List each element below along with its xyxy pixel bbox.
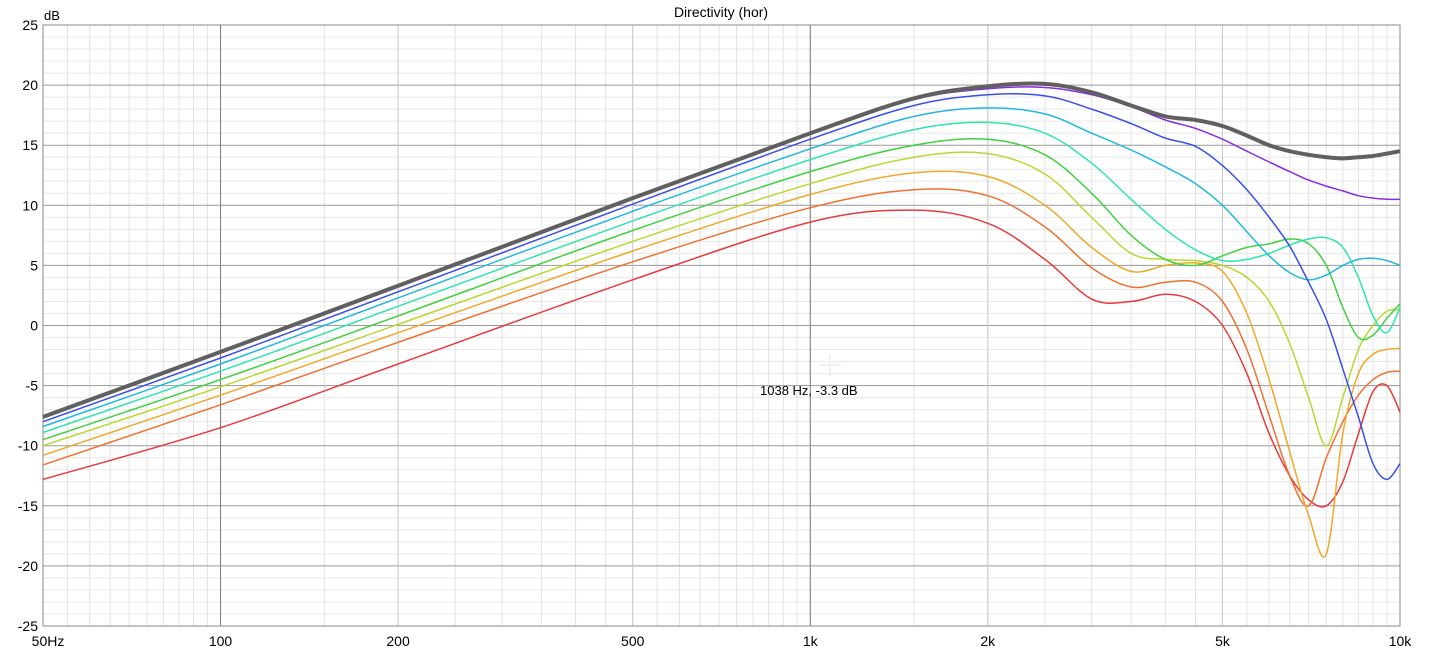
y-tick-label: -15 — [18, 498, 38, 514]
series-line-9 — [42, 209, 1401, 508]
y-tick-label: -25 — [18, 618, 38, 634]
cursor-crosshair — [818, 354, 841, 377]
y-tick-label: -10 — [18, 438, 38, 454]
grid-major — [43, 24, 1400, 627]
x-tick-label: 10k — [1389, 633, 1413, 649]
x-tick-label: 1k — [803, 633, 819, 649]
cursor-readout: 1038 Hz, -3.3 dB — [760, 383, 858, 398]
x-tick-label: 100 — [209, 633, 233, 649]
x-tick-label: 200 — [386, 633, 410, 649]
y-tick-label: 15 — [22, 137, 38, 153]
series-line-1 — [42, 86, 1401, 419]
x-tick-labels: 50Hz 100 200 500 1k 2k 5k 10k — [32, 633, 1413, 649]
series-line-4 — [42, 121, 1401, 434]
plot-frame — [42, 24, 1401, 627]
y-unit-label: dB — [44, 8, 60, 23]
series-line-7 — [42, 170, 1401, 558]
y-tick-label: 25 — [22, 17, 38, 33]
y-tick-label: -5 — [26, 378, 39, 394]
y-tick-label: 20 — [22, 77, 38, 93]
chart-title: Directivity (hor) — [674, 4, 768, 20]
y-tick-label: 5 — [30, 257, 38, 273]
x-tick-label: 2k — [980, 633, 996, 649]
series-line-6 — [42, 151, 1401, 447]
series-line-2 — [42, 92, 1401, 481]
x-tick-label: 5k — [1215, 633, 1231, 649]
y-tick-label: 0 — [30, 318, 38, 334]
x-tick-label: 50Hz — [32, 633, 65, 649]
series-line-5 — [42, 137, 1401, 441]
series-line-8 — [42, 188, 1401, 507]
y-tick-labels: 25 20 15 10 5 0 -5 -10 -15 -20 -25 — [18, 17, 38, 634]
series-line-0 — [42, 81, 1401, 419]
series-layer — [42, 81, 1401, 558]
series-line-3 — [42, 107, 1401, 428]
y-tick-label: -20 — [18, 558, 38, 574]
y-tick-label: 10 — [22, 197, 38, 213]
x-tick-label: 500 — [621, 633, 645, 649]
